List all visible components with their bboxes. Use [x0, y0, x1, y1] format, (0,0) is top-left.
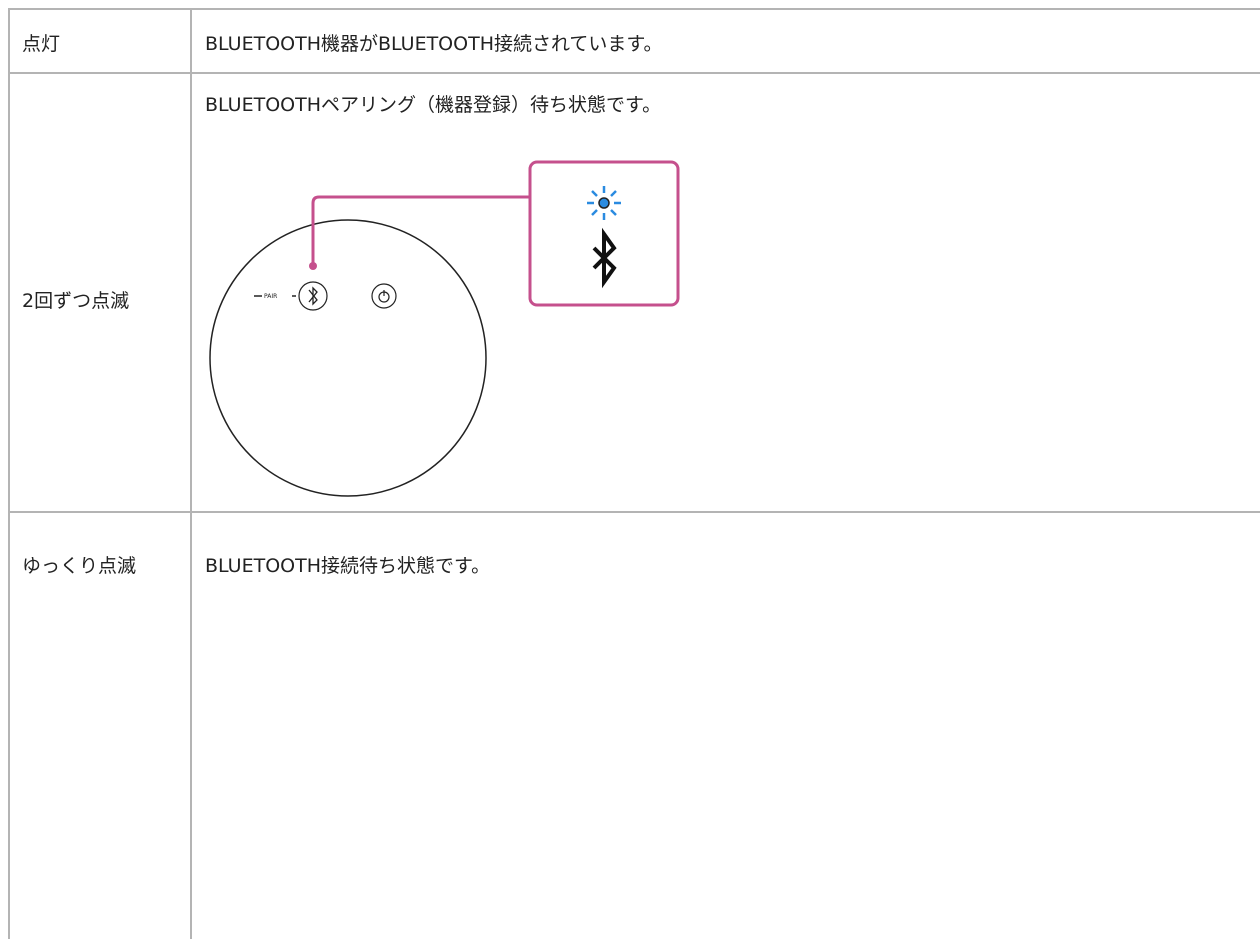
button-label: PAIR — [264, 293, 277, 300]
row-label: ゆっくり点滅 — [22, 555, 137, 577]
bluetooth-icon-small — [308, 286, 318, 306]
table-border-left — [8, 8, 10, 939]
speaker-top — [209, 219, 487, 497]
row-description: BLUETOOTH機器がBLUETOOTH接続されています。 — [205, 33, 663, 55]
row-label: 点灯 — [22, 33, 61, 55]
row-description: BLUETOOTHペアリング（機器登録）待ち状態です。 — [205, 94, 662, 116]
row-description: BLUETOOTH接続待ち状態です。 — [205, 555, 491, 577]
row-divider — [8, 72, 1260, 74]
led-blink-rays — [587, 186, 621, 220]
led — [598, 197, 610, 209]
row-label: 2回ずつ点滅 — [22, 290, 130, 312]
table-border-top — [8, 8, 1260, 10]
led-dot — [309, 262, 317, 270]
bluetooth-icon — [592, 227, 617, 289]
row-divider — [8, 511, 1260, 513]
callout-line — [311, 195, 530, 268]
column-divider — [190, 8, 192, 939]
